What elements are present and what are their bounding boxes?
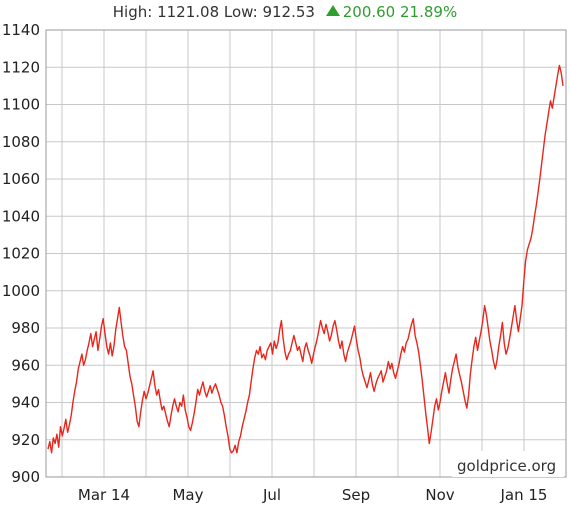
y-tick-label: 900 [11, 468, 40, 486]
up-triangle-icon [325, 5, 340, 16]
y-tick-label: 920 [11, 431, 40, 449]
y-tick-label: 1040 [2, 207, 40, 225]
x-tick-label: Jul [262, 486, 281, 504]
plot-border [45, 29, 567, 478]
y-tick-label: 1060 [2, 170, 40, 188]
y-tick-label: 1100 [2, 96, 40, 114]
y-tick-label: 1140 [2, 21, 40, 39]
grid-lines [46, 29, 566, 478]
change-value: 200.60 [342, 3, 396, 21]
x-tick-label: Sep [342, 486, 370, 504]
price-summary-header: High: 1121.08 Low: 912.53 200.60 21.89% [0, 3, 570, 21]
price-series [47, 64, 564, 454]
y-tick-label: 1080 [2, 133, 40, 151]
high-value: 1121.08 [157, 3, 220, 21]
y-tick-label: 980 [11, 319, 40, 337]
x-tick-label: May [172, 486, 203, 504]
high-label: High: [112, 3, 153, 21]
low-value: 912.53 [262, 3, 315, 21]
watermark-text: goldprice.org [457, 457, 556, 475]
x-tick-label: Jan 15 [500, 486, 548, 504]
change-percent: 21.89% [400, 3, 458, 21]
x-tick-label: Mar 14 [78, 486, 130, 504]
y-tick-label: 1120 [2, 58, 40, 76]
y-tick-label: 1020 [2, 245, 40, 263]
y-tick-label: 960 [11, 356, 40, 374]
y-tick-label: 940 [11, 394, 40, 412]
price-line [47, 64, 564, 454]
axes [45, 29, 567, 478]
x-tick-label: Nov [425, 486, 454, 504]
y-tick-label: 1000 [2, 282, 40, 300]
y-tick-labels: 900 920 940 960 980 1000 1020 1040 1060 1080 1100 1… [2, 21, 40, 486]
x-tick-labels: Mar 14 May Jul Sep Nov Jan 15 [78, 486, 548, 504]
low-label: Low: [223, 3, 258, 21]
watermark-background [452, 451, 564, 477]
